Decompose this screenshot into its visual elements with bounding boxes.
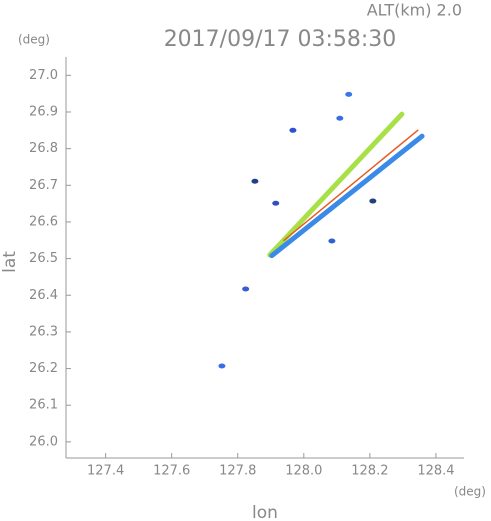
y-tick-label: 26.7 bbox=[29, 178, 58, 193]
echo-point bbox=[242, 286, 250, 292]
echo-point bbox=[272, 200, 280, 206]
echo-streak bbox=[267, 111, 405, 258]
echo-point bbox=[336, 115, 344, 121]
y-tick-label: 26.4 bbox=[29, 288, 58, 303]
x-tick-label: 128.0 bbox=[285, 464, 322, 479]
x-unit: (deg) bbox=[454, 485, 486, 499]
y-tick-label: 26.6 bbox=[29, 214, 58, 229]
y-tick-label: 27.0 bbox=[29, 68, 58, 83]
altitude: ALT(km) 2.0 bbox=[367, 1, 462, 20]
echo-streak bbox=[269, 133, 425, 259]
y-tick-label: 26.0 bbox=[29, 434, 58, 449]
y-tick-label: 26.8 bbox=[29, 141, 58, 156]
echo-streak bbox=[283, 129, 419, 242]
x-tick-label: 128.2 bbox=[351, 464, 388, 479]
echo-point bbox=[218, 363, 226, 369]
x-tick-label: 127.4 bbox=[87, 464, 124, 479]
echo-point bbox=[289, 127, 297, 133]
x-tick-label: 127.8 bbox=[219, 464, 256, 479]
x-axis-label: lon bbox=[252, 503, 278, 521]
echo-point bbox=[369, 198, 377, 204]
y-tick-label: 26.5 bbox=[29, 251, 58, 266]
x-tick-label: 128.4 bbox=[417, 464, 454, 479]
y-tick-label: 26.3 bbox=[29, 324, 58, 339]
y-tick-label: 26.1 bbox=[29, 398, 58, 413]
y-axis-label: lat bbox=[0, 251, 20, 273]
echo-point bbox=[328, 238, 336, 244]
chart-title: 2017/09/17 03:58:30 bbox=[164, 27, 397, 52]
y-tick-label: 26.2 bbox=[29, 361, 58, 376]
x-tick-label: 127.6 bbox=[153, 464, 190, 479]
y-unit: (deg) bbox=[18, 33, 50, 47]
echo-point bbox=[345, 91, 353, 97]
y-tick-label: 26.9 bbox=[29, 104, 58, 119]
echo-point bbox=[251, 178, 259, 184]
